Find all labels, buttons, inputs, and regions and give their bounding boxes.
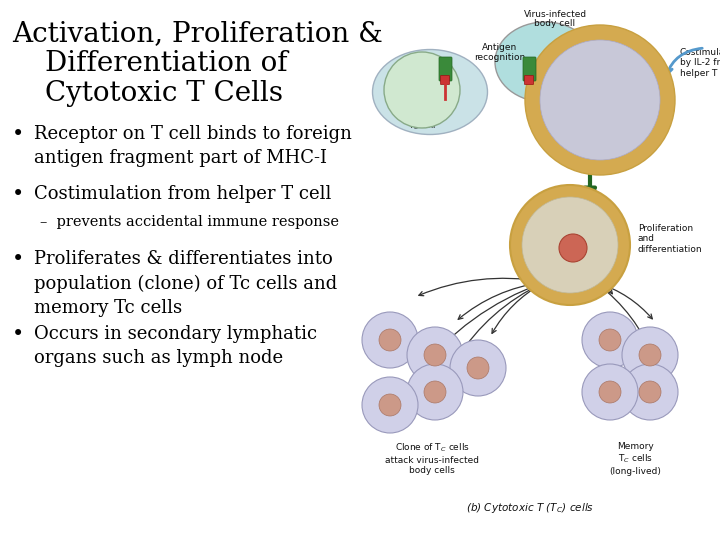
Circle shape [522,197,618,293]
Text: Activation, Proliferation &: Activation, Proliferation & [12,20,383,47]
Circle shape [379,394,401,416]
Text: Antigen: Antigen [408,73,438,83]
Circle shape [467,357,489,379]
Text: T$_C$ cell: T$_C$ cell [408,120,436,132]
Circle shape [424,344,446,366]
Circle shape [540,40,660,160]
Text: •: • [12,125,24,144]
Circle shape [407,364,463,420]
Text: cytotoxic: cytotoxic [539,232,585,242]
Ellipse shape [495,22,595,102]
FancyBboxPatch shape [524,76,534,84]
Text: Memory
T$_C$ cells
(long-lived): Memory T$_C$ cells (long-lived) [609,442,661,476]
Circle shape [582,312,638,368]
Circle shape [622,327,678,383]
FancyBboxPatch shape [523,57,536,81]
Text: MHC-I: MHC-I [415,60,438,70]
FancyBboxPatch shape [441,76,449,84]
Text: body cell: body cell [534,19,575,28]
Text: Proliferates & differentiates into
population (clone) of Tc cells and
memory Tc : Proliferates & differentiates into popul… [34,250,337,317]
Circle shape [362,377,418,433]
Text: CD8: CD8 [540,73,556,83]
Circle shape [639,381,661,403]
Text: Inactive: Inactive [578,85,622,95]
Circle shape [559,234,587,262]
Text: –  prevents accidental immune response: – prevents accidental immune response [40,215,339,229]
Text: Cytotoxic T Cells: Cytotoxic T Cells [45,80,283,107]
Text: Occurs in secondary lymphatic
organs such as lymph node: Occurs in secondary lymphatic organs suc… [34,325,317,367]
Circle shape [510,185,630,305]
Text: •: • [12,185,24,204]
Circle shape [450,340,506,396]
Text: Activated: Activated [537,220,587,230]
Ellipse shape [372,50,487,134]
Circle shape [407,327,463,383]
Circle shape [362,312,418,368]
Text: Differentiation of: Differentiation of [45,50,287,77]
Circle shape [582,364,638,420]
Text: •: • [12,250,24,269]
Circle shape [379,329,401,351]
Circle shape [599,381,621,403]
Text: TCR: TCR [423,86,438,96]
Circle shape [424,381,446,403]
Circle shape [639,344,661,366]
Text: Antigen
recognition: Antigen recognition [474,43,526,63]
FancyBboxPatch shape [439,57,452,81]
Text: •: • [12,325,24,344]
Text: Costimulation from helper T cell: Costimulation from helper T cell [34,185,331,203]
Text: Receptor on T cell binds to foreign
antigen fragment part of MHC-I: Receptor on T cell binds to foreign anti… [34,125,352,167]
Circle shape [384,52,460,128]
Text: Costimulation
by IL-2 from
helper T cells: Costimulation by IL-2 from helper T cell… [680,48,720,78]
Text: Virus-infected: Virus-infected [523,10,587,19]
Circle shape [599,329,621,351]
Text: T cell: T cell [548,244,576,254]
Text: (b) Cytotoxic T (T$_C$) cells: (b) Cytotoxic T (T$_C$) cells [466,501,594,515]
Text: CD8+ cell: CD8+ cell [572,98,628,108]
Circle shape [546,45,570,69]
Text: Proliferation
and
differentiation: Proliferation and differentiation [638,224,703,254]
Circle shape [525,25,675,175]
Text: Clone of T$_C$ cells
attack virus-infected
body cells: Clone of T$_C$ cells attack virus-infect… [385,442,479,475]
Circle shape [622,364,678,420]
